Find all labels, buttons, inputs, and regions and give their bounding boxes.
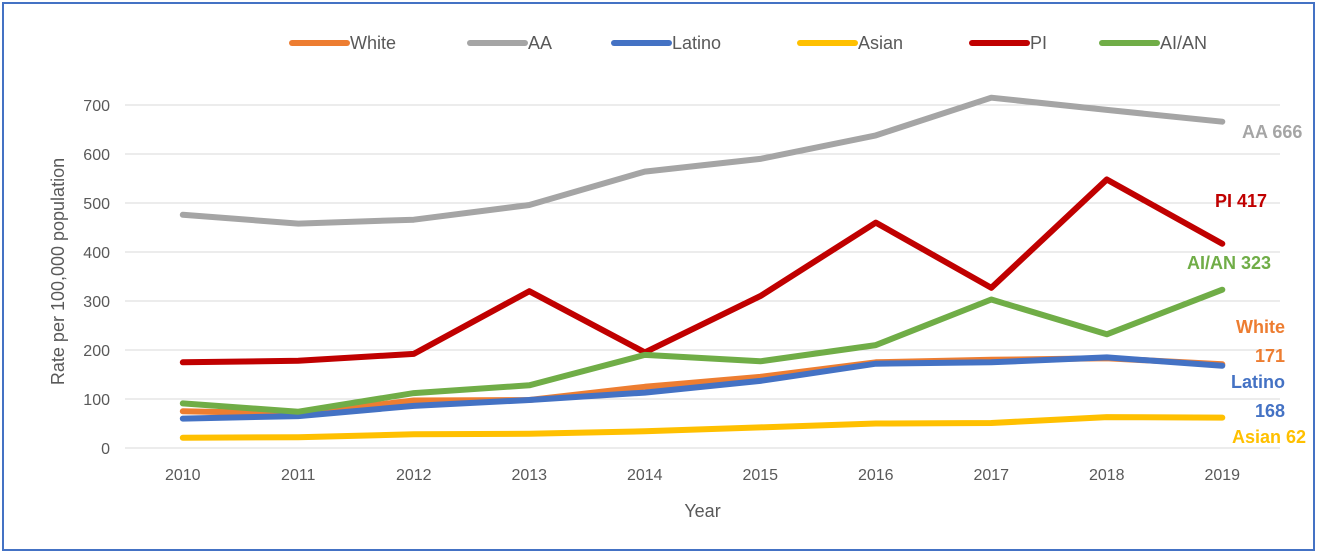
x-axis-ticks: 2010 2011 2012 2013 2014 2015 2016 2017 2018 2019 xyxy=(165,467,1240,484)
y-tick-label: 500 xyxy=(83,196,110,213)
end-label-ai-an: AI/AN 323 xyxy=(1187,253,1271,273)
series-line-asian xyxy=(179,414,1226,441)
x-axis-title: Year xyxy=(684,501,720,521)
x-tick-label: 2015 xyxy=(742,467,778,484)
legend-label: PI xyxy=(1030,33,1047,53)
x-tick-label: 2014 xyxy=(627,467,663,484)
x-tick-label: 2010 xyxy=(165,467,201,484)
legend-label: AA xyxy=(528,33,552,53)
y-tick-label: 100 xyxy=(83,392,110,409)
y-axis-ticks: 0 100 200 300 400 500 600 700 xyxy=(83,98,110,458)
y-tick-label: 600 xyxy=(83,147,110,164)
x-tick-label: 2019 xyxy=(1204,467,1240,484)
series-end-labels: White 171 AA 666 Latino 168 Asian 62 PI 417 AI/… xyxy=(1187,122,1306,447)
series-line-aa xyxy=(179,94,1226,227)
y-tick-label: 200 xyxy=(83,343,110,360)
y-tick-label: 400 xyxy=(83,245,110,262)
y-tick-label: 0 xyxy=(101,441,110,458)
x-tick-label: 2016 xyxy=(858,467,894,484)
end-label-white: White xyxy=(1236,317,1285,337)
end-label-aa: AA 666 xyxy=(1242,122,1302,142)
end-label-latino: Latino xyxy=(1231,372,1285,392)
end-label-white: 171 xyxy=(1255,346,1285,366)
legend-label: AI/AN xyxy=(1160,33,1207,53)
y-tick-label: 700 xyxy=(83,98,110,115)
series-line-pi xyxy=(179,176,1226,366)
series-line-latino xyxy=(179,354,1226,422)
series-line-ai-an xyxy=(179,286,1226,415)
legend: White AA Latino Asian PI AI/AN xyxy=(289,33,1207,53)
x-tick-label: 2012 xyxy=(396,467,432,484)
x-tick-label: 2011 xyxy=(281,467,316,484)
x-tick-label: 2017 xyxy=(973,467,1009,484)
y-axis-title: Rate per 100,000 population xyxy=(48,158,68,385)
end-label-latino: 168 xyxy=(1255,401,1285,421)
y-tick-label: 300 xyxy=(83,294,110,311)
series-lines xyxy=(179,94,1226,441)
legend-label: Latino xyxy=(672,33,721,53)
legend-label: Asian xyxy=(858,33,903,53)
x-tick-label: 2018 xyxy=(1089,467,1125,484)
x-tick-label: 2013 xyxy=(511,467,547,484)
legend-label: White xyxy=(350,33,396,53)
end-label-asian: Asian 62 xyxy=(1232,427,1306,447)
chart-frame xyxy=(2,2,1315,551)
end-label-pi: PI 417 xyxy=(1215,191,1267,211)
